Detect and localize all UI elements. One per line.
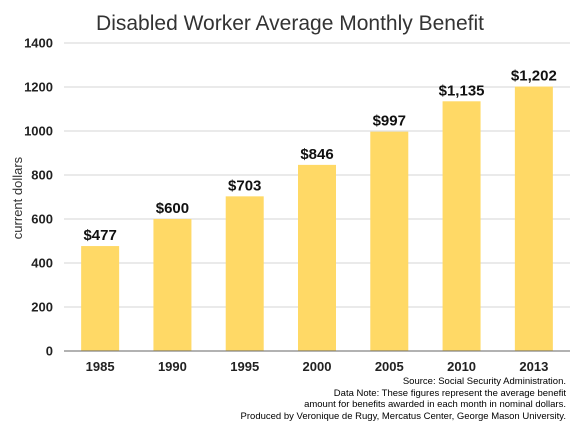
y-tick-label: 800: [31, 168, 53, 183]
x-tick-label: 1985: [86, 359, 115, 374]
data-label: $600: [156, 200, 189, 217]
data-labels: $477 $600 $703 $846 $997 $1,135 $1,202: [83, 68, 556, 245]
x-tick-label: 2000: [303, 359, 332, 374]
produced-by-text: Produced by Veronique de Rugy, Mercatus …: [240, 410, 566, 422]
data-label: $846: [300, 146, 333, 163]
x-tick-label: 2010: [447, 359, 476, 374]
y-tick-label: 1200: [24, 80, 53, 95]
bar: [81, 246, 120, 351]
source-text: Source: Social Security Administration.: [402, 376, 566, 387]
bar: [370, 131, 409, 351]
chart-title: Disabled Worker Average Monthly Benefit: [96, 12, 484, 35]
data-label: $1,135: [439, 82, 485, 99]
data-note-line-2: amount for benefits awarded in each mont…: [304, 399, 566, 410]
y-axis-ticks: 0 200 400 600 800 1000 1200 1400: [24, 36, 53, 359]
bar: [442, 101, 481, 351]
y-tick-label: 1400: [24, 36, 53, 51]
x-tick-label: 2005: [375, 359, 404, 374]
data-note-line-1: Data Note: These figures represent the a…: [333, 387, 566, 399]
bar: [514, 86, 553, 351]
y-tick-label: 0: [46, 344, 53, 359]
y-tick-label: 200: [31, 300, 53, 315]
source-notes: Source: Social Security Administration. …: [86, 376, 566, 422]
x-tick-label: 1995: [230, 359, 259, 374]
data-label: $703: [228, 177, 261, 194]
data-label: $1,202: [511, 68, 557, 85]
bar: [153, 219, 192, 351]
y-tick-label: 1000: [24, 124, 53, 139]
x-tick-label: 1990: [158, 359, 187, 374]
y-axis-label: current dollars: [10, 156, 25, 239]
y-tick-label: 400: [31, 256, 53, 271]
bars: [81, 86, 553, 351]
data-label: $997: [373, 113, 406, 130]
bar: [225, 196, 264, 351]
x-tick-label: 2013: [519, 359, 548, 374]
y-tick-label: 600: [31, 212, 53, 227]
x-axis-ticks: 1985 1990 1995 2000 2005 2010 2013: [86, 359, 549, 374]
bar: [298, 164, 336, 351]
data-label: $477: [83, 227, 116, 244]
